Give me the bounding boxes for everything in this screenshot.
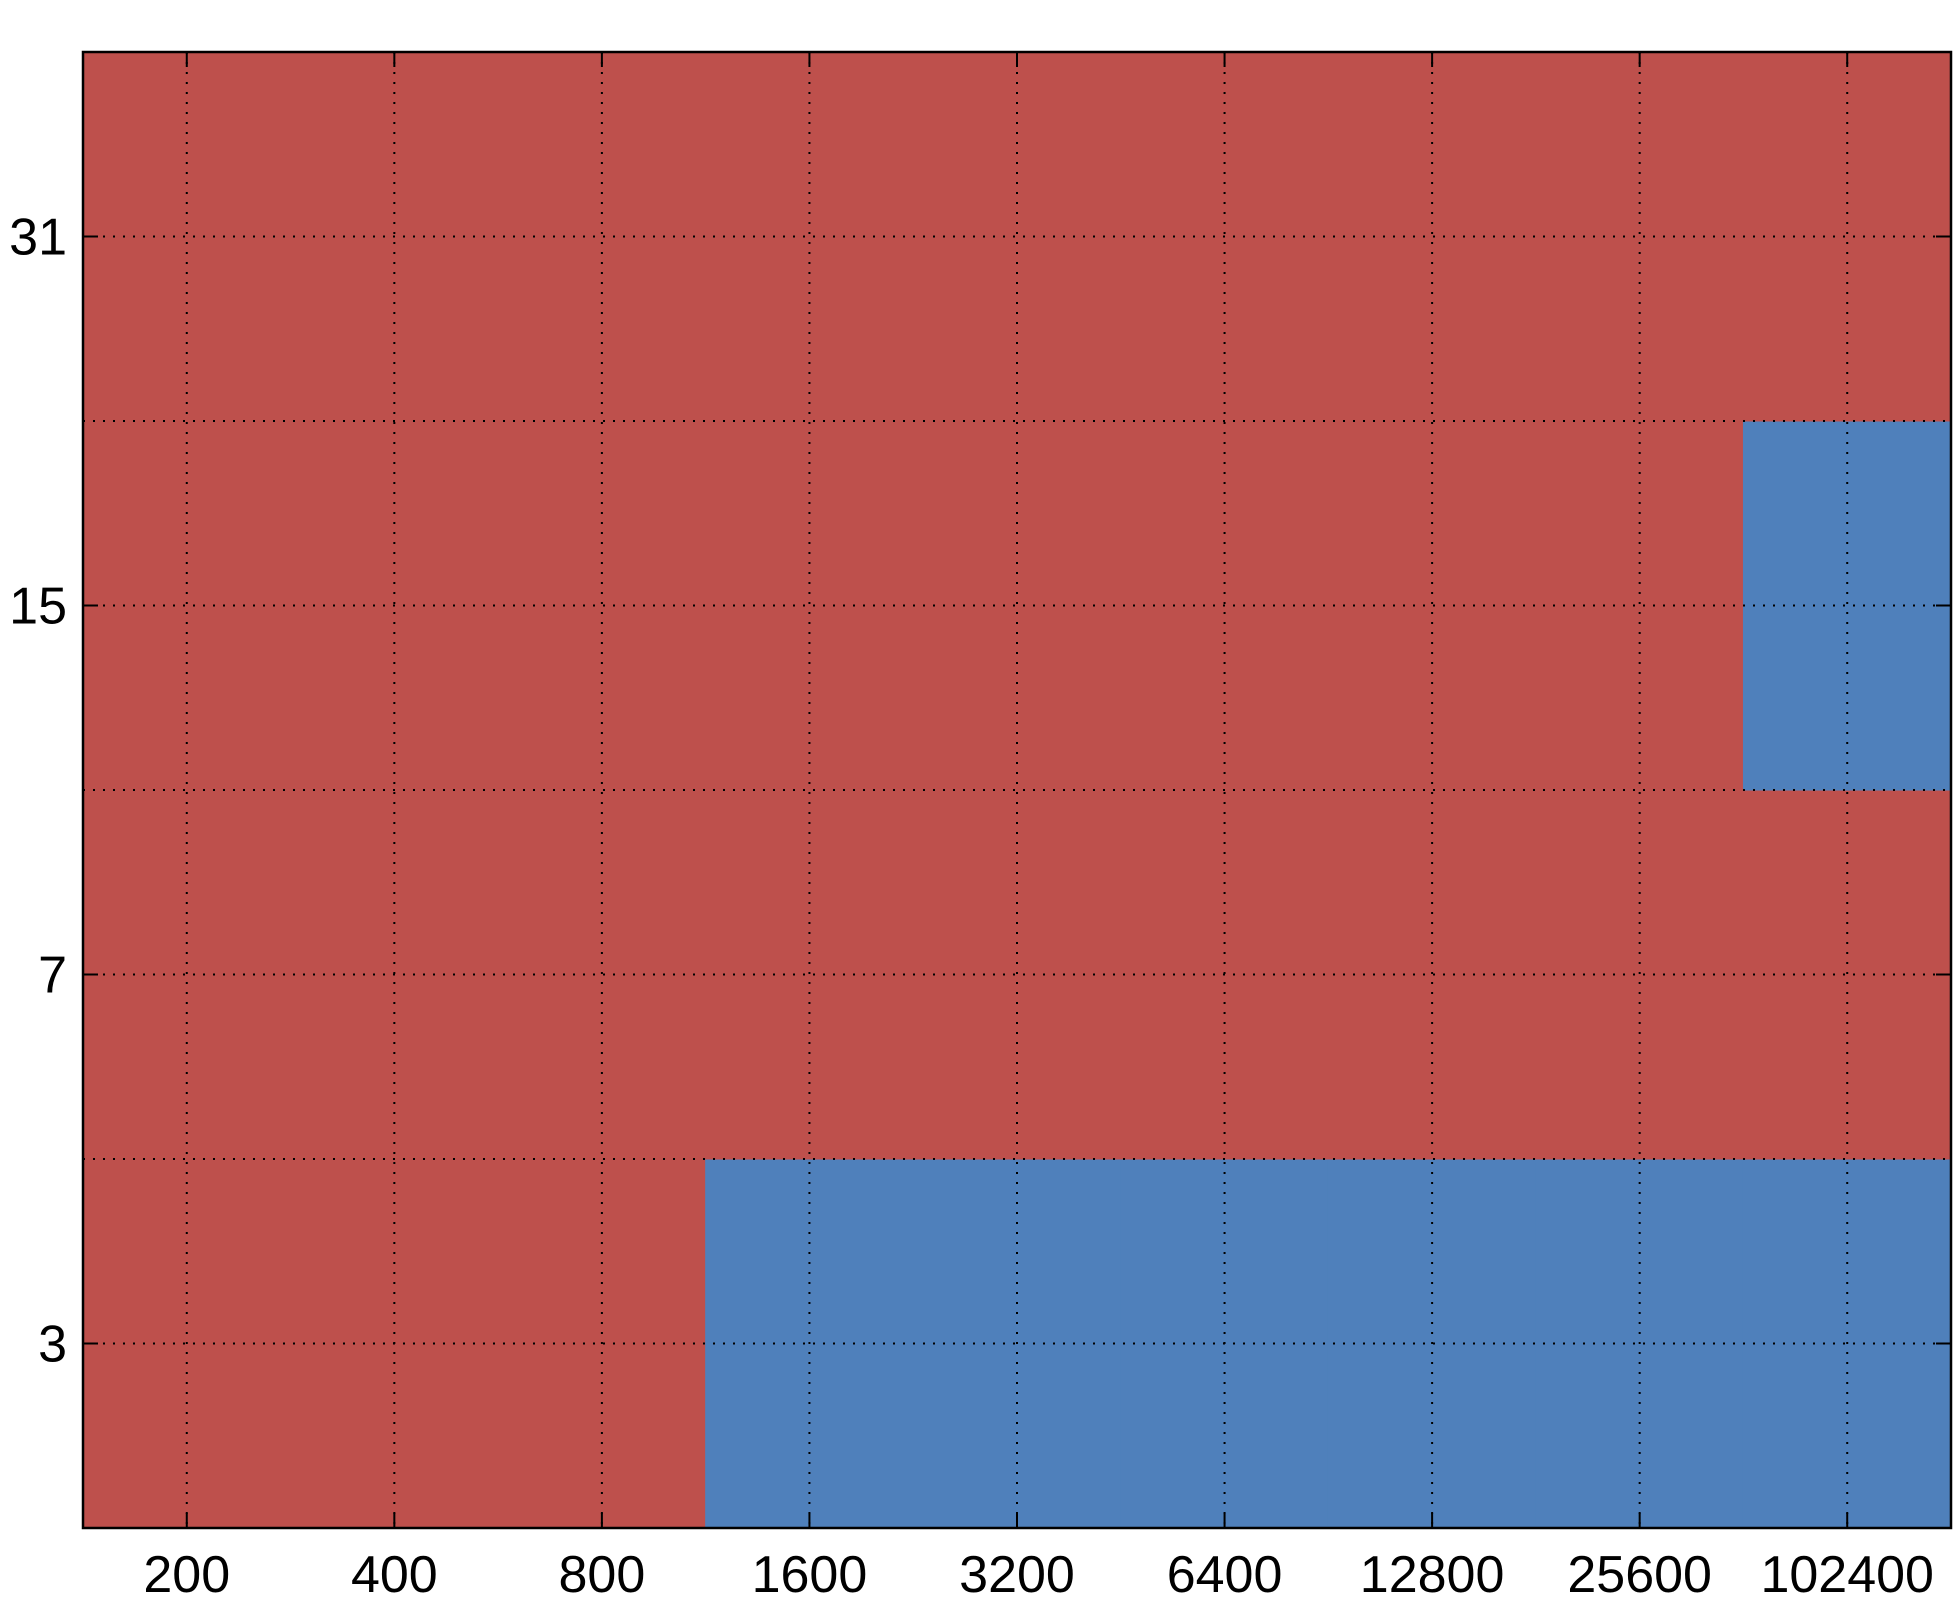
heatmap-cell	[1535, 420, 1744, 791]
heatmap-cell	[705, 51, 914, 422]
heatmap-cell	[1327, 51, 1537, 422]
y-tick-label: 3	[38, 1316, 67, 1374]
labels-layer: 200 400 800 1600 3200 6400 12800 25600 102400 3 7 1…	[9, 209, 1934, 1605]
heatmap-cell	[82, 789, 292, 1160]
heatmap-cell	[1327, 789, 1537, 1160]
x-tick-label: 200	[143, 1546, 230, 1604]
heatmap-cell	[1535, 789, 1744, 1160]
x-tick-label: 25600	[1567, 1546, 1712, 1604]
ticks-layer	[83, 52, 1951, 1528]
y-tick-label: 31	[9, 209, 67, 267]
heatmap-cell	[1327, 420, 1537, 791]
y-tick-label: 15	[9, 578, 67, 636]
x-tick-label: 1600	[752, 1546, 868, 1604]
y-tick-label: 7	[38, 947, 67, 1005]
heatmap-cell	[1535, 51, 1744, 422]
heatmap-cell	[912, 789, 1122, 1160]
heatmap-cell	[497, 789, 707, 1160]
x-tick-label: 800	[559, 1546, 646, 1604]
heatmap-cell	[705, 420, 914, 791]
heatmap-cell	[705, 789, 914, 1160]
x-tick-label: 12800	[1360, 1546, 1505, 1604]
plot-frame	[81, 50, 1953, 1530]
x-tick-label: 3200	[959, 1546, 1075, 1604]
grid-layer	[83, 52, 1951, 1528]
heatmap-cell	[1742, 789, 1952, 1160]
x-tick-label: 102400	[1760, 1546, 1934, 1604]
x-tick-label: 6400	[1167, 1546, 1283, 1604]
x-tick-label: 400	[351, 1546, 438, 1604]
